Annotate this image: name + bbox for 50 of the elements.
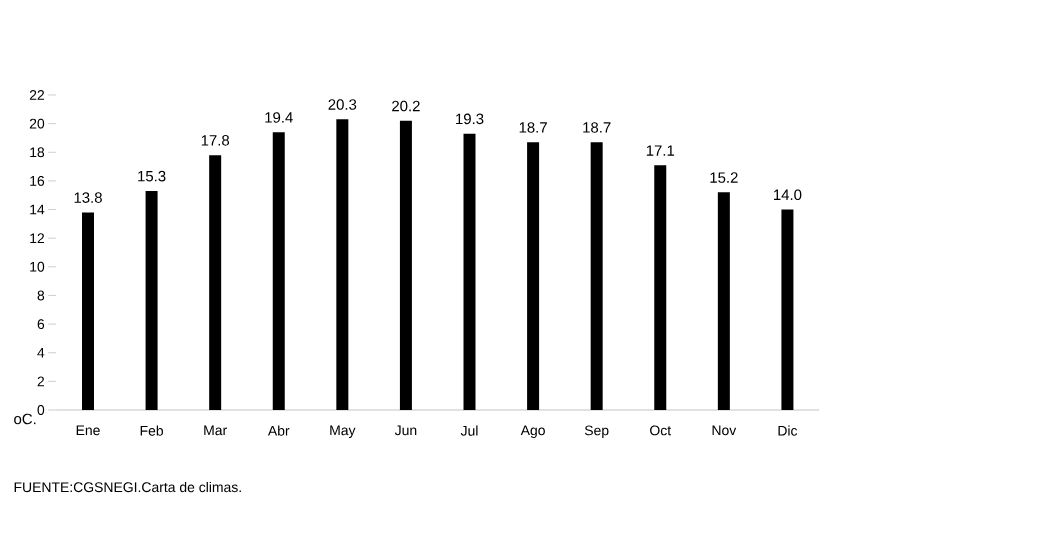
bar [82, 212, 94, 410]
x-tick-label: Oct [650, 425, 672, 436]
x-tick-label: Jun [394, 425, 417, 436]
bar [463, 133, 476, 410]
y-tick-label: 4 [37, 347, 45, 358]
y-tick-label: 8 [37, 290, 45, 301]
y-tick-label: 14 [30, 204, 45, 215]
y-tick-label: 20 [29, 118, 45, 129]
data-label: 18.7 [519, 122, 547, 133]
x-tick-label: Ene [76, 425, 100, 436]
bar [399, 120, 412, 410]
data-label: 15.3 [138, 170, 166, 182]
bar [781, 209, 794, 410]
data-label: 14.0 [774, 189, 802, 201]
data-label: 15.2 [710, 172, 738, 183]
y-tick-label: 18 [30, 147, 45, 158]
y-tick-label: 10 [30, 261, 45, 272]
y-tick-label: 2 [37, 376, 45, 387]
bar [527, 142, 540, 410]
y-axis-title: oC. [14, 413, 36, 425]
bar [336, 119, 349, 410]
bar [590, 142, 603, 410]
bar [717, 192, 730, 410]
y-tick-label: 6 [37, 319, 45, 330]
data-label: 20.2 [392, 100, 420, 112]
y-tick-label: 16 [30, 175, 45, 186]
y-tick-label: 0 [37, 405, 45, 415]
data-label: 20.3 [328, 99, 357, 110]
data-label: 17.1 [646, 145, 675, 156]
data-label: 18.7 [583, 122, 611, 133]
bar [654, 165, 667, 410]
x-tick-label: Ago [520, 425, 545, 438]
data-label: 13.8 [74, 192, 102, 203]
x-tick-label: Feb [140, 425, 164, 436]
x-tick-label: Jul [460, 425, 478, 436]
x-tick-label: Abr [267, 425, 290, 436]
x-tick-label: Mar [204, 425, 227, 436]
source-note: FUENTE:CGSNEGI.Carta de climas. [14, 481, 241, 493]
y-tick-label: 12 [30, 233, 45, 244]
y-tick-label: 22 [29, 90, 45, 100]
x-tick-label: Sep [584, 425, 609, 439]
x-tick-label: May [330, 425, 356, 438]
bar [145, 190, 158, 410]
data-label: 19.4 [265, 112, 293, 123]
x-tick-label: Nov [712, 425, 737, 436]
x-tick-label: Dic [778, 425, 798, 436]
data-label: 17.8 [201, 135, 230, 146]
data-label: 19.3 [456, 113, 484, 125]
bar [209, 155, 222, 410]
bar [272, 132, 285, 410]
